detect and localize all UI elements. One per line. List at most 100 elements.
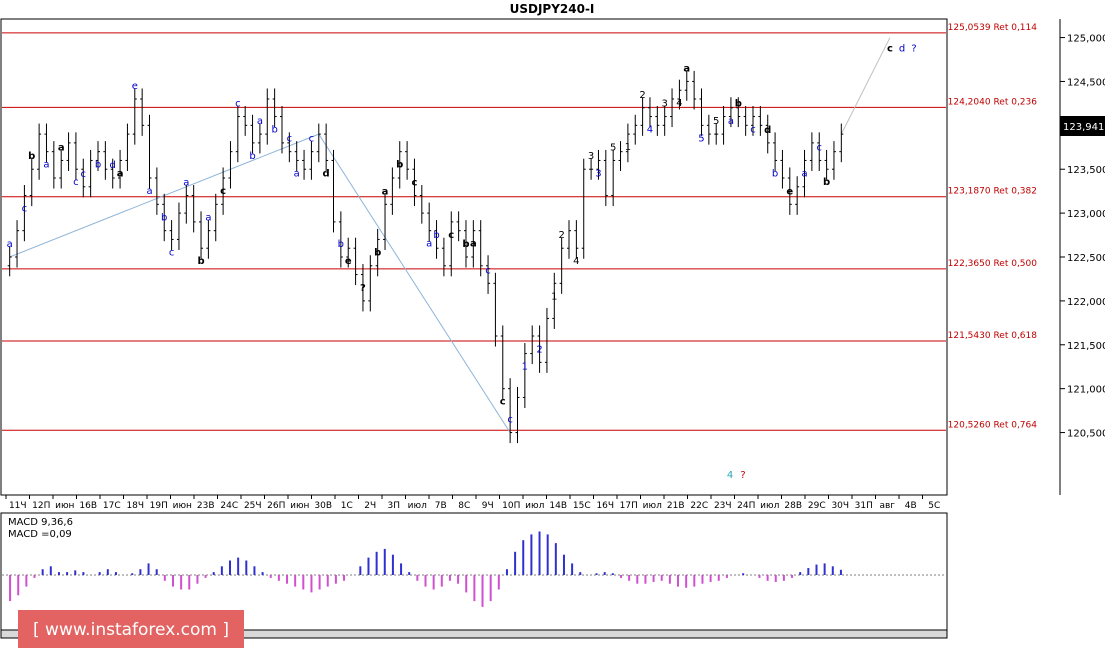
x-tick-label: июн: [55, 501, 74, 511]
x-tick-label: 14В: [549, 501, 567, 511]
x-tick-label: июн: [290, 501, 309, 511]
wave-label: b: [374, 247, 381, 258]
wave-label: d: [110, 160, 116, 171]
wave-label: a: [382, 186, 389, 197]
x-tick-label: июл: [525, 501, 544, 511]
x-tick-label: 23В: [197, 501, 215, 511]
wave-label: b: [249, 151, 255, 162]
chart-title: USDJPY240-I: [510, 2, 595, 16]
y-tick-label: 120,500: [1067, 429, 1105, 440]
x-tick-label: 7В: [435, 501, 447, 511]
x-tick-label: 26П: [267, 501, 285, 511]
wave-label: 2: [639, 90, 645, 101]
wave-label: b: [95, 160, 101, 171]
wave-label: 5: [698, 133, 704, 144]
wave-label: 5: [713, 116, 719, 127]
wave-label: e: [132, 81, 138, 92]
wave-trendline: [318, 133, 511, 433]
watermark-text: [ www.instaforex.com ]: [33, 620, 229, 640]
macd-label: MACD 9,36,6: [8, 517, 73, 528]
wave-label: a: [58, 142, 65, 153]
x-tick-label: 19П: [150, 501, 168, 511]
wave-label: a: [294, 168, 300, 179]
wave-label: c: [500, 397, 506, 408]
wave-label: c: [448, 230, 454, 241]
wave-label: b: [396, 160, 403, 171]
x-tick-label: 22С: [690, 501, 708, 511]
wave-label: c: [169, 247, 175, 258]
wave-label: d: [899, 44, 905, 55]
wave-label: b: [735, 99, 742, 110]
x-tick-label: июл: [408, 501, 427, 511]
macd-histogram: [2, 531, 946, 607]
x-tick-label: 3П: [388, 501, 401, 511]
wave-label: d: [323, 168, 330, 179]
x-tick-label: 17С: [103, 501, 121, 511]
y-tick-label: 123,000: [1067, 209, 1105, 220]
wave-label: 2: [536, 344, 542, 355]
x-tick-label: 5С: [928, 501, 940, 511]
wave-label: a: [183, 178, 189, 189]
wave-label: 4: [676, 98, 682, 109]
x-tick-label: июл: [643, 501, 662, 511]
wave-label: a: [257, 116, 263, 127]
x-tick-label: 15С: [573, 501, 591, 511]
y-axis-ticks: 125,000124,500124,000123,500123,000122,5…: [1060, 34, 1105, 440]
x-tick-label: 16Ч: [596, 501, 614, 511]
wave-label: c: [220, 186, 226, 197]
wave-label: ?: [360, 283, 366, 294]
wave-label: c: [235, 99, 241, 110]
x-axis-ticks: 11Ч 12П июн 16В 17С 18Ч 19П июн 23В 24С 25Ч 26П июн 3…: [5, 495, 940, 511]
wave-label: a: [801, 168, 807, 179]
x-tick-label: 28В: [784, 501, 802, 511]
current-price: 123,941: [1063, 122, 1104, 133]
wave-label: b: [433, 230, 439, 241]
x-tick-label: 1С: [341, 501, 353, 511]
wave-label: 4: [727, 470, 733, 481]
wave-label: a: [43, 160, 49, 171]
wave-label: b: [462, 239, 469, 250]
wave-label: b: [28, 151, 35, 162]
y-tick-label: 125,000: [1067, 34, 1105, 45]
x-tick-label: 30В: [314, 501, 332, 511]
x-tick-label: 25Ч: [244, 501, 262, 511]
fib-levels: 125,0539 Ret 0,114 124,2040 Ret 0,236 123,…: [2, 23, 1038, 431]
wave-label: c: [750, 125, 756, 136]
wave-label: c: [411, 178, 417, 189]
fib-label: 120,5260 Ret 0,764: [948, 420, 1038, 430]
wave-label: ?: [911, 44, 916, 55]
wave-label: c: [287, 134, 293, 145]
fib-label: 121,5430 Ret 0,618: [948, 331, 1038, 341]
wave-label: 1: [522, 362, 528, 373]
x-tick-label: 9Ч: [482, 501, 494, 511]
wave-label: 5: [610, 142, 616, 153]
wave-label: c: [507, 415, 513, 426]
x-tick-label: июл: [760, 501, 779, 511]
wave-label: ?: [740, 470, 745, 481]
wave-label: a: [426, 239, 432, 250]
macd-subpanel: [0, 629, 948, 639]
x-tick-label: июн: [173, 501, 192, 511]
wave-label: a: [683, 63, 690, 74]
x-tick-label: 31П: [855, 501, 873, 511]
wave-label: 3: [588, 151, 594, 162]
watermark: [ www.instaforex.com ]: [18, 610, 244, 648]
y-tick-label: 122,500: [1067, 253, 1105, 264]
wave-label: b: [197, 256, 204, 267]
x-tick-label: 10П: [502, 501, 520, 511]
wave-label: a: [205, 213, 211, 224]
wave-label: 2: [558, 230, 564, 241]
x-tick-label: 12П: [32, 501, 50, 511]
wave-label: a: [470, 239, 477, 250]
wave-label: b: [161, 213, 167, 224]
price-panel-frame: [0, 18, 948, 496]
wave-label: d: [764, 125, 771, 136]
x-tick-label: авг: [879, 501, 895, 511]
projection-line: [840, 37, 891, 135]
wave-label: 4: [573, 256, 579, 267]
wave-label: 3: [662, 99, 668, 110]
fib-label: 124,2040 Ret 0,236: [948, 97, 1038, 107]
wave-label: c: [485, 265, 491, 276]
